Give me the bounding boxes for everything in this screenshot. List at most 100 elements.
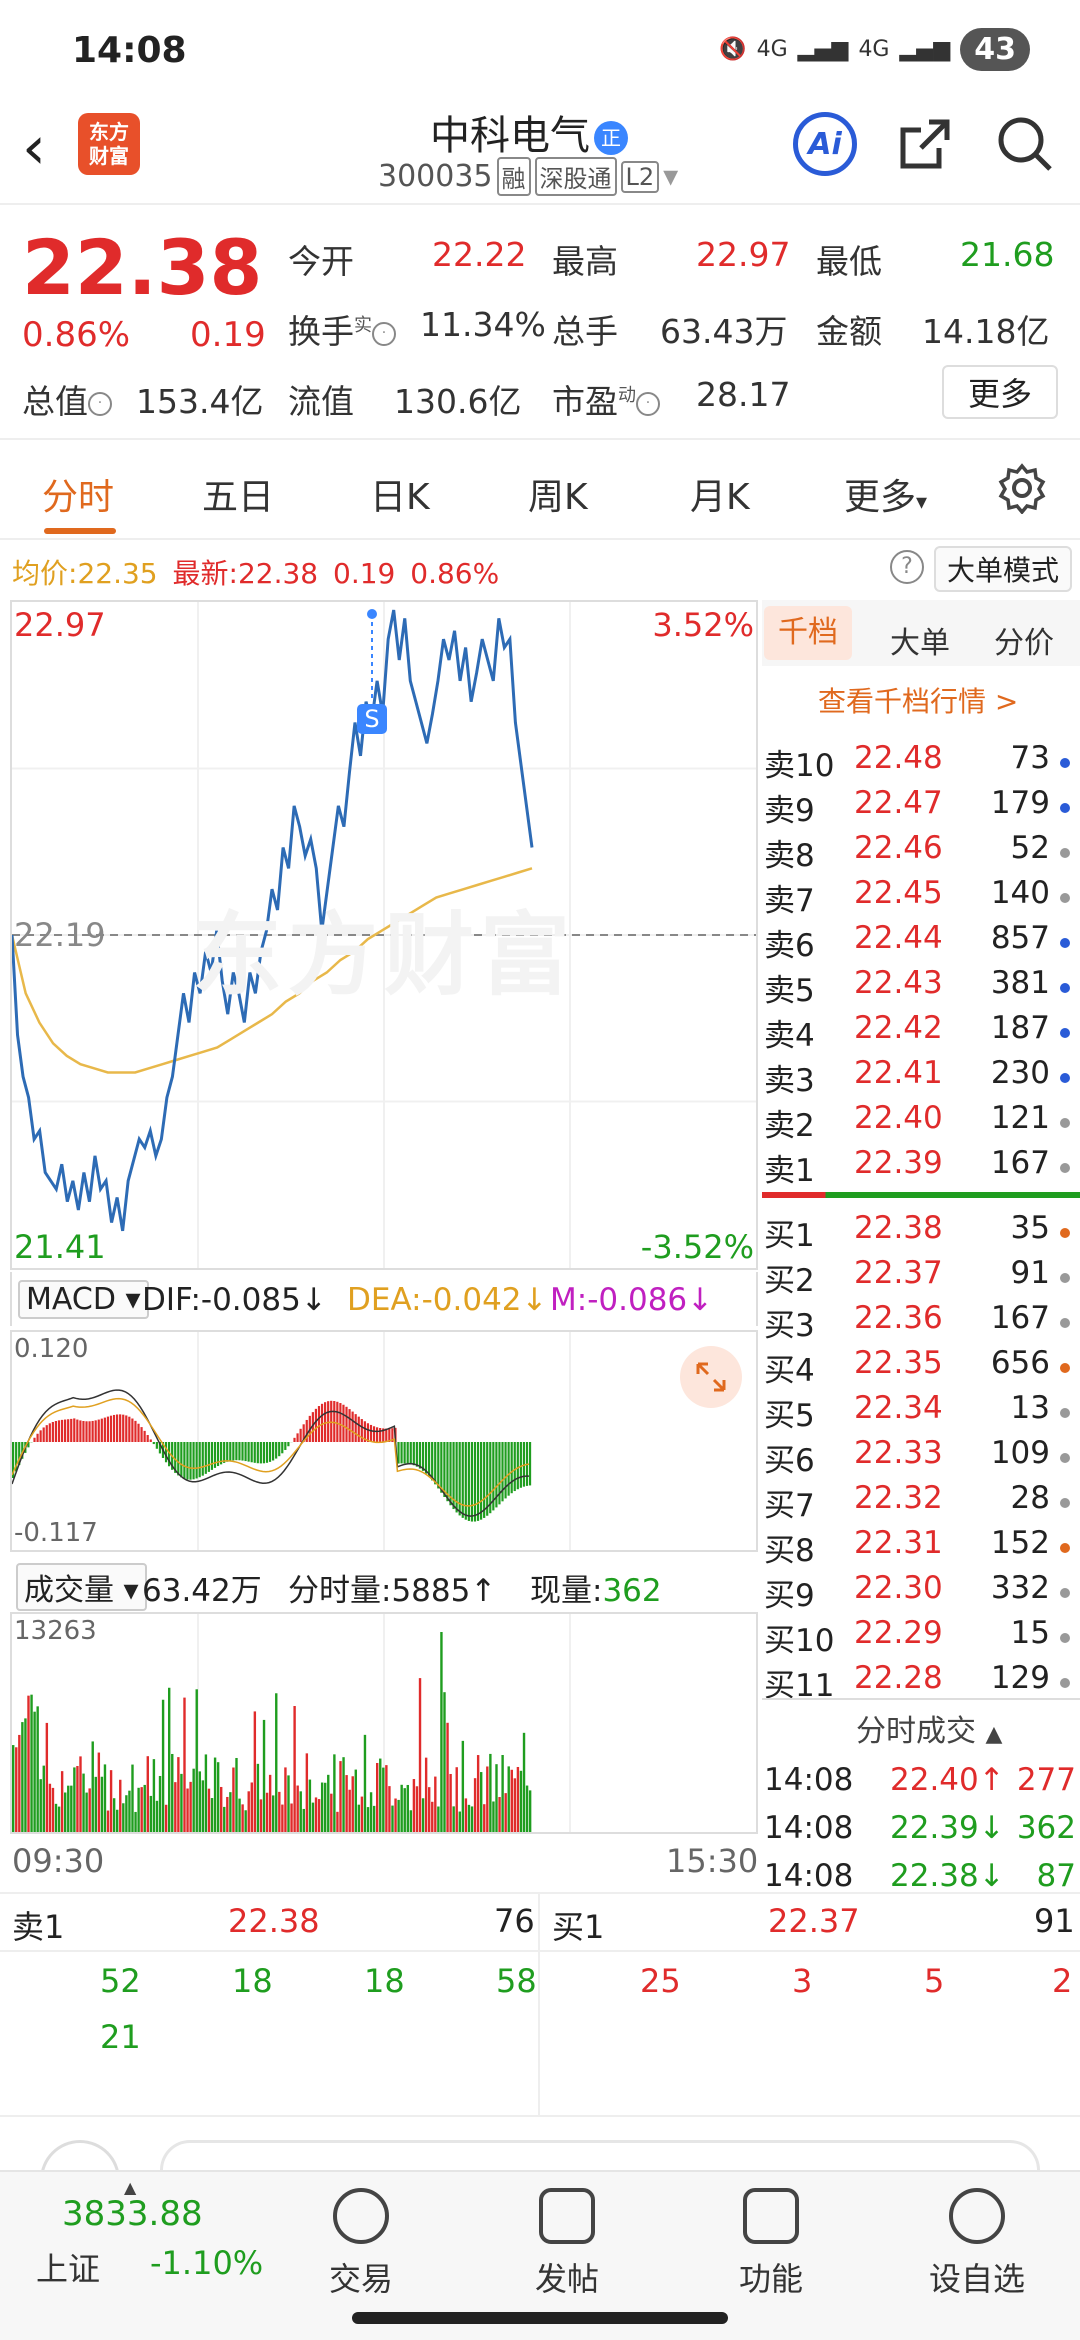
macd-bar xyxy=(284,1442,287,1450)
comment-input[interactable] xyxy=(160,2140,1040,2180)
sell-level-row[interactable]: 卖10 22.48 73 xyxy=(762,740,1080,784)
volume-bar xyxy=(302,1808,305,1832)
sell-level-row[interactable]: 卖3 22.41 230 xyxy=(762,1055,1080,1099)
volume-bar xyxy=(268,1774,272,1832)
mktcap-label: 总值 · xyxy=(22,375,112,423)
volume-svg xyxy=(12,1614,571,1832)
collapse-icon[interactable]: ▲ xyxy=(124,2178,137,2197)
volume-bar xyxy=(296,1785,299,1832)
expand-button[interactable] xyxy=(680,1346,742,1408)
nav-add-watch[interactable]: 设自选 xyxy=(912,2188,1042,2300)
volume-bar xyxy=(125,1795,128,1832)
macd-bar xyxy=(504,1442,507,1499)
tab-intraday[interactable]: 分时 xyxy=(42,477,115,518)
index-percent[interactable]: -1.10% xyxy=(150,2244,264,2282)
turnover-value: 11.34% xyxy=(420,305,546,344)
sell-level-row[interactable]: 卖1 22.39 167 xyxy=(762,1145,1080,1189)
macd-bar xyxy=(421,1442,425,1471)
volume-bar xyxy=(351,1776,354,1832)
macd-bar xyxy=(513,1442,516,1492)
macd-bar xyxy=(76,1419,79,1442)
macd-bar xyxy=(354,1414,357,1442)
buy-level-row[interactable]: 买7 22.32 28 xyxy=(762,1480,1080,1524)
macd-bar xyxy=(522,1442,526,1487)
nav-function[interactable]: 功能 xyxy=(706,2188,836,2300)
buy-level-row[interactable]: 买1 22.38 35 xyxy=(762,1210,1080,1254)
search-button[interactable] xyxy=(990,109,1060,179)
help-icon[interactable]: ? xyxy=(890,550,924,584)
settings-button[interactable] xyxy=(996,462,1048,518)
macd-bar xyxy=(183,1442,186,1479)
buy-level-row[interactable]: 买10 22.29 15 xyxy=(762,1615,1080,1659)
macd-bar xyxy=(476,1442,480,1521)
tab-five-day[interactable]: 五日 xyxy=(202,477,275,518)
tab-big-order[interactable]: 大单 xyxy=(890,626,950,661)
tab-month-k[interactable]: 月K xyxy=(690,477,750,518)
buy-level-row[interactable]: 买5 22.34 13 xyxy=(762,1390,1080,1434)
tab-week-k[interactable]: 周K xyxy=(528,477,588,518)
sell-marker[interactable]: S xyxy=(357,704,387,734)
buy-level-row[interactable]: 买6 22.33 109 xyxy=(762,1435,1080,1479)
level-volume: 187 xyxy=(990,1010,1050,1046)
volume-bar xyxy=(60,1771,64,1832)
sell-level-row[interactable]: 卖4 22.42 187 xyxy=(762,1010,1080,1054)
big-order-mode-button[interactable]: 大单模式 xyxy=(934,546,1072,592)
level-volume: 15 xyxy=(1010,1615,1050,1651)
volume-bar xyxy=(15,1747,18,1832)
net-4g-icon: 4G xyxy=(756,37,788,62)
sell-level-row[interactable]: 卖8 22.46 52 xyxy=(762,830,1080,874)
share-button[interactable] xyxy=(890,109,960,179)
index-name[interactable]: 上证 xyxy=(36,2250,101,2288)
macd-bar xyxy=(369,1424,373,1442)
home-indicator[interactable] xyxy=(352,2312,728,2324)
volume-bar xyxy=(155,1800,159,1832)
level-dot-icon xyxy=(1060,1588,1070,1598)
volume-bar xyxy=(284,1767,287,1832)
volume-bar xyxy=(281,1804,284,1832)
buy-level-row[interactable]: 买8 22.31 152 xyxy=(762,1525,1080,1569)
ai-button[interactable]: Ai xyxy=(790,109,860,179)
volume-selector[interactable]: 成交量 ▾ xyxy=(16,1563,147,1611)
level-price: 22.47 xyxy=(854,785,943,821)
volume-bar xyxy=(180,1773,183,1832)
view-qiandang-link[interactable]: 查看千档行情 > xyxy=(818,685,1019,718)
trade-icon xyxy=(333,2188,389,2244)
ai-icon: Ai xyxy=(793,112,857,176)
tab-more[interactable]: 更多▾ xyxy=(844,477,928,518)
stock-code-row[interactable]: 300035 融 深股通 L2 ▾ xyxy=(378,157,678,196)
sell-level-row[interactable]: 卖2 22.40 121 xyxy=(762,1100,1080,1144)
macd-selector[interactable]: MACD ▾ xyxy=(18,1280,149,1319)
tab-day-k[interactable]: 日K xyxy=(370,477,430,518)
index-value[interactable]: 3833.88 xyxy=(62,2194,203,2234)
macd-bar xyxy=(437,1442,440,1489)
nav-post[interactable]: 发帖 xyxy=(502,2188,632,2300)
sell-level-row[interactable]: 卖5 22.43 381 xyxy=(762,965,1080,1009)
buy-level-row[interactable]: 买9 22.30 332 xyxy=(762,1570,1080,1614)
pct-high-label: 3.52% xyxy=(652,606,754,644)
volume-chart[interactable]: 13263 xyxy=(10,1612,758,1834)
macd-chart[interactable]: 0.120 -0.117 xyxy=(10,1330,758,1552)
more-button[interactable]: 更多 xyxy=(942,365,1058,419)
battery-icon: 43 xyxy=(960,28,1030,71)
trade-time: 14:08 xyxy=(764,1762,854,1798)
tab-qiandang[interactable]: 千档 xyxy=(764,606,852,660)
macd-bar xyxy=(480,1442,483,1520)
back-icon[interactable]: ‹ xyxy=(22,113,46,183)
level-dot-icon xyxy=(1060,1678,1070,1688)
level-label: 买8 xyxy=(764,1533,815,1569)
trades-title[interactable]: 分时成交 ▲ xyxy=(856,1714,1003,1749)
buy-level-row[interactable]: 买4 22.35 656 xyxy=(762,1345,1080,1389)
buy-level-row[interactable]: 买2 22.37 91 xyxy=(762,1255,1080,1299)
macd-bar xyxy=(73,1418,76,1442)
sell-level-row[interactable]: 卖9 22.47 179 xyxy=(762,785,1080,829)
sell-level-row[interactable]: 卖6 22.44 857 xyxy=(762,920,1080,964)
tab-price-split[interactable]: 分价 xyxy=(994,626,1054,661)
sell-level-row[interactable]: 卖7 22.45 140 xyxy=(762,875,1080,919)
tab-active-indicator xyxy=(44,528,116,534)
volume-bar xyxy=(226,1796,229,1832)
stock-header: ‹ 东方 财富 中科电气正 300035 融 深股通 L2 ▾ Ai xyxy=(0,95,1080,205)
buy-level-row[interactable]: 买3 22.36 167 xyxy=(762,1300,1080,1344)
macd-bar xyxy=(250,1442,253,1463)
nav-trade[interactable]: 交易 xyxy=(296,2188,426,2300)
intraday-chart[interactable]: 22.97 3.52% 22.19 21.41 -3.52% S 东方财富 xyxy=(10,600,758,1270)
